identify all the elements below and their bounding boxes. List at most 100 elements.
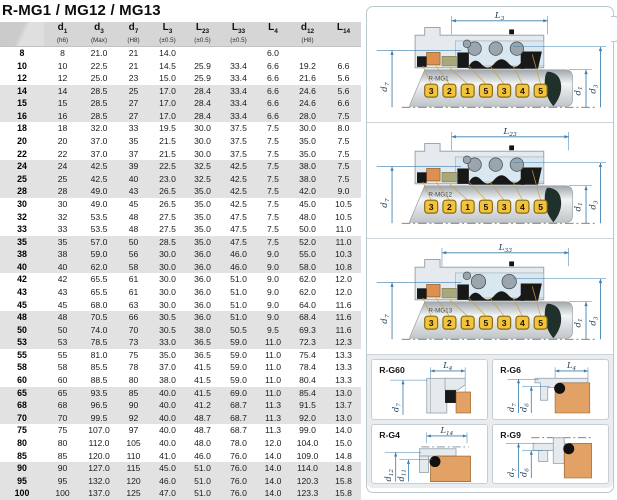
cell: 75 (128, 349, 139, 360)
cell: 11.3 (264, 400, 282, 411)
row-size: 75 (17, 425, 27, 436)
cell: 69.0 (230, 387, 247, 398)
svg-text:1: 1 (465, 86, 470, 96)
cell: 64.0 (299, 299, 316, 310)
cell: 36.0 (194, 286, 211, 297)
cell: 14.0 (264, 450, 282, 461)
cell: 14.0 (264, 463, 282, 474)
seal-model-label: R-MG12 (429, 191, 453, 198)
svg-text:3: 3 (502, 318, 507, 328)
table-row: 15 15 28.5 27 17.0 28.4 33.4 6.6 24.6 6.6 (0, 97, 361, 110)
diagram-r-mg1: L3 R-MG1 3 2 1 5 3 4 5 d7 d1 d3 (367, 7, 613, 123)
cell: 33.4 (230, 60, 247, 71)
dim-label: d7 (380, 198, 391, 208)
callout-1: 3 (424, 315, 439, 330)
cell: 58 (128, 261, 139, 272)
cell: 14.0 (159, 48, 176, 58)
cell: 38.0 (159, 375, 176, 386)
table-row: 95 95 132.0 120 46.0 51.0 76.0 14.0 120.3 15.8 (0, 474, 361, 488)
cell: 8.0 (337, 123, 350, 134)
cell: 125 (126, 488, 141, 499)
spring-part (488, 41, 503, 56)
row-size: 50 (17, 324, 27, 335)
cell: 53 (57, 337, 68, 348)
svg-text:1: 1 (465, 202, 470, 212)
cell: 50 (128, 236, 139, 247)
shaft-end (544, 71, 562, 107)
cell: 68.7 (230, 425, 247, 436)
col-header-L4: L4 (257, 22, 289, 47)
cell: 38 (57, 249, 68, 260)
cell: 61 (128, 274, 139, 285)
cell: 15.8 (335, 475, 352, 486)
table-row: 42 42 65.5 61 30.0 36.0 51.0 9.0 62.0 12.0 (0, 273, 361, 286)
table-row: 33 33 53.5 48 27.5 35.0 47.5 7.5 50.0 11.0 (0, 223, 361, 236)
cell: 10.8 (335, 261, 352, 272)
spring-part (470, 274, 487, 290)
cell: 120 (126, 475, 141, 486)
cell: 42.5 (230, 161, 247, 172)
cell: 51.0 (230, 299, 247, 310)
cell: 33 (128, 123, 139, 134)
cell: 62.0 (90, 261, 108, 272)
cell: 47.5 (230, 224, 247, 235)
cell: 78.0 (230, 437, 247, 448)
cell: 35.0 (299, 148, 316, 159)
table-row: 38 38 59.0 56 30.0 36.0 46.0 9.0 55.0 10.3 (0, 248, 361, 261)
cell: 9.5 (267, 324, 279, 335)
cell: 58 (57, 362, 68, 373)
cell: 17.0 (159, 85, 176, 96)
cell (185, 47, 220, 60)
row-size: 32 (17, 211, 27, 222)
cell: 15.0 (335, 437, 352, 448)
seat-drawing-g6: R-G6 L4 d7 d6 (500, 360, 591, 414)
cell: 6.6 (337, 98, 350, 109)
cell: 38.0 (299, 173, 316, 184)
cell: 55 (57, 349, 68, 360)
svg-text:5: 5 (538, 86, 543, 96)
cell: 45 (128, 198, 139, 209)
callout-3: 1 (460, 83, 475, 98)
cell: 65 (57, 387, 68, 398)
callout-3: 1 (460, 315, 475, 330)
cell: 14.8 (335, 450, 352, 461)
svg-text:3: 3 (429, 86, 434, 96)
table-row: 58 58 85.5 78 37.0 41.5 59.0 11.0 78.4 13.3 (0, 361, 361, 374)
svg-text:3: 3 (429, 202, 434, 212)
cell: 30.0 (194, 123, 211, 134)
shaft-end (544, 187, 562, 223)
cell: 28.5 (90, 110, 108, 121)
cell: 45 (57, 299, 68, 310)
table-body: 8 8 21.0 21 14.0 6.0 10 10 22.5 21 14.5 25.9 33.4 6.6… (0, 47, 361, 500)
cell: 15.0 (159, 73, 176, 84)
cell: 7.5 (267, 173, 279, 184)
cell: 36.0 (194, 312, 211, 323)
spring-part (501, 274, 517, 290)
svg-text:3: 3 (502, 202, 507, 212)
cell: 36.5 (194, 337, 211, 348)
row-size: 65 (17, 387, 27, 398)
cell: 13.3 (335, 375, 352, 386)
cell: 7.5 (337, 148, 350, 159)
table-row: 85 85 120.0 110 41.0 46.0 76.0 14.0 109.0 14.8 (0, 450, 361, 463)
table-row: 24 24 42.5 39 22.5 32.5 42.5 7.5 38.0 7.5 (0, 160, 361, 173)
cell: 15 (57, 98, 68, 109)
cell: 50.0 (299, 224, 316, 235)
cell: 65.5 (90, 274, 108, 285)
cell: 28.5 (159, 236, 176, 247)
cell: 57.0 (90, 236, 108, 247)
cell: 53.5 (90, 224, 108, 235)
table-row: 45 45 68.0 63 30.0 36.0 51.0 9.0 64.0 11.6 (0, 299, 361, 312)
cell: 33 (57, 224, 68, 235)
cell: 80 (128, 375, 139, 386)
cell: 68.7 (230, 412, 247, 423)
cell: 33.4 (230, 98, 247, 109)
row-size: 15 (17, 98, 27, 109)
cell: 12.3 (335, 337, 352, 348)
cell: 51.0 (194, 475, 211, 486)
cell: 7.5 (337, 161, 350, 172)
cell: 11.0 (264, 375, 282, 386)
cell: 10.3 (335, 249, 352, 260)
row-size: 14 (17, 85, 27, 96)
cell: 90 (128, 400, 139, 411)
